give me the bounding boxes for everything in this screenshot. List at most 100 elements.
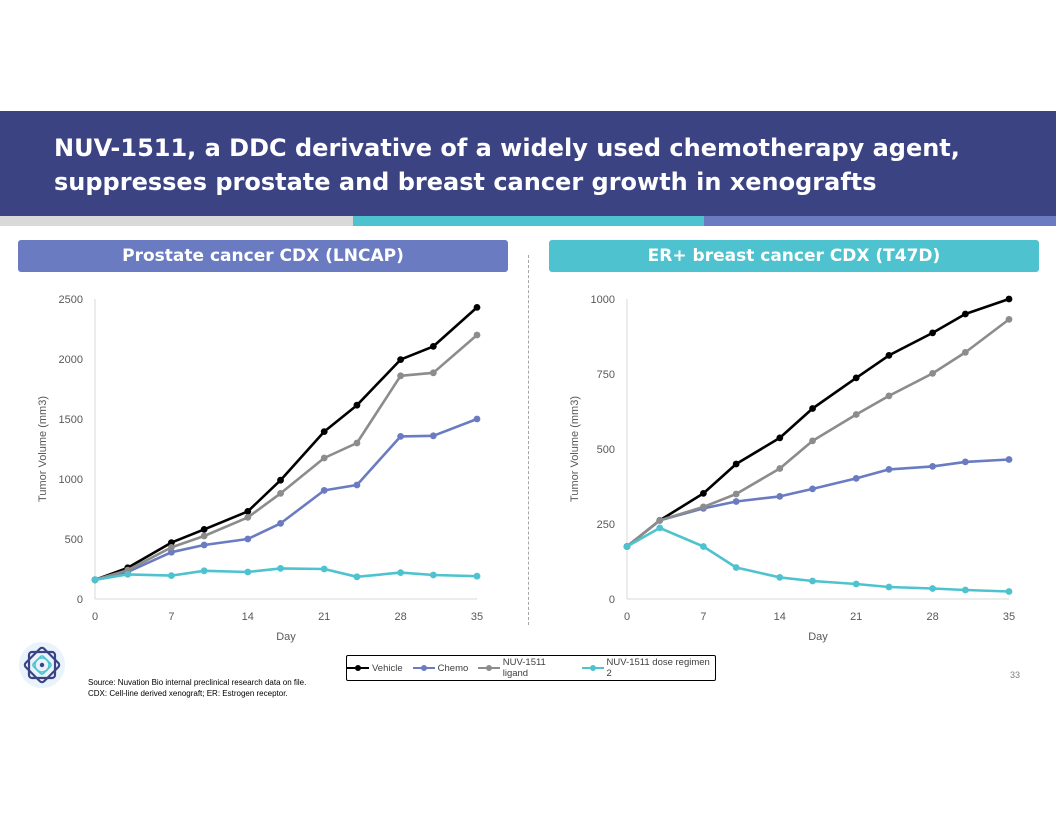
page-number: 33 bbox=[1010, 670, 1021, 680]
breast-data-point-ligand bbox=[656, 517, 664, 524]
legend-label-vehicle: Vehicle bbox=[372, 662, 403, 674]
legend-label-dose-regimen: NUV-1511 dose regimen 2 bbox=[606, 657, 710, 679]
breast-data-point-ligand bbox=[809, 437, 816, 445]
prostate-x-axis-title: Day bbox=[276, 631, 296, 643]
breast-x-tick-label: 35 bbox=[1003, 611, 1015, 623]
title-line-1: NUV-1511, a DDC derivative of a widely u… bbox=[54, 134, 960, 162]
prostate-tumor-volume-chart: 0 500 1000 1500 2000 2500 0 7 14 21 28 35 Day Tumor V… bbox=[37, 294, 483, 643]
breast-data-point-vehicle bbox=[700, 490, 707, 497]
prostate-data-point-vehicle bbox=[429, 343, 437, 350]
breast-series-line-chemo bbox=[626, 458, 1010, 548]
title-line-2: suppresses prostate and breast cancer gr… bbox=[54, 168, 877, 196]
breast-x-tick-label: 14 bbox=[774, 611, 786, 623]
prostate-series-line-chemo bbox=[94, 417, 478, 582]
breast-data-point-ligand bbox=[961, 349, 969, 356]
legend-swatch-dose-regimen bbox=[582, 663, 605, 673]
source-line-2: CDX: Cell-line derived xenograft; ER: Es… bbox=[88, 688, 288, 698]
prostate-data-point-chemo bbox=[244, 535, 252, 543]
breast-data-point-ligand bbox=[885, 392, 893, 400]
breast-series-line-dose-regimen bbox=[626, 526, 1010, 593]
prostate-data-point-ligand bbox=[200, 532, 208, 540]
panel-title-prostate: Prostate cancer CDX (LNCAP) bbox=[18, 240, 508, 272]
accent-stripe-blue bbox=[704, 216, 1056, 226]
prostate-data-point-dose-regimen bbox=[168, 572, 175, 579]
legend-item-ligand: NUV-1511 ligand bbox=[478, 657, 572, 679]
breast-data-point-dose-regimen bbox=[809, 577, 816, 585]
prostate-data-point-vehicle bbox=[353, 401, 361, 409]
breast-data-point-chemo bbox=[809, 485, 816, 493]
prostate-data-point-chemo bbox=[429, 432, 437, 440]
prostate-data-point-dose-regimen bbox=[397, 569, 404, 576]
breast-data-point-dose-regimen bbox=[732, 564, 740, 571]
breast-data-point-dose-regimen bbox=[700, 543, 707, 550]
prostate-x-tick-label: 7 bbox=[168, 611, 174, 623]
breast-data-point-vehicle bbox=[885, 352, 893, 359]
breast-data-point-ligand bbox=[929, 370, 936, 377]
breast-data-point-vehicle bbox=[929, 329, 936, 337]
legend-item-vehicle: Vehicle bbox=[347, 663, 403, 674]
breast-x-axis-title: Day bbox=[808, 631, 828, 643]
prostate-series-line-ligand bbox=[94, 334, 478, 582]
breast-data-point-ligand bbox=[732, 490, 740, 498]
prostate-data-point-ligand bbox=[353, 439, 361, 447]
prostate-data-point-dose-regimen bbox=[277, 565, 284, 572]
prostate-data-point-ligand bbox=[473, 331, 481, 339]
panel-title-breast: ER+ breast cancer CDX (T47D) bbox=[549, 240, 1039, 272]
breast-data-point-vehicle bbox=[776, 434, 784, 442]
legend-swatch-chemo bbox=[412, 663, 435, 673]
legend-swatch-ligand bbox=[478, 663, 501, 673]
breast-data-point-vehicle bbox=[852, 374, 860, 382]
prostate-data-point-dose-regimen bbox=[244, 568, 252, 576]
prostate-data-point-vehicle bbox=[200, 526, 208, 533]
prostate-y-tick-label: 2000 bbox=[59, 354, 83, 366]
prostate-x-tick-label: 35 bbox=[471, 611, 483, 623]
breast-y-tick-label: 750 bbox=[597, 369, 615, 381]
breast-data-point-vehicle bbox=[1005, 295, 1013, 303]
breast-data-point-chemo bbox=[885, 466, 893, 473]
breast-y-tick-label: 500 bbox=[597, 444, 615, 456]
prostate-data-point-dose-regimen bbox=[353, 573, 361, 581]
prostate-data-point-dose-regimen bbox=[91, 576, 99, 584]
prostate-data-point-ligand bbox=[244, 514, 252, 521]
breast-data-point-chemo bbox=[732, 498, 740, 505]
prostate-data-point-chemo bbox=[320, 487, 328, 494]
prostate-data-point-vehicle bbox=[473, 304, 481, 311]
breast-data-point-dose-regimen bbox=[1005, 588, 1013, 595]
prostate-y-tick-label: 2500 bbox=[59, 294, 83, 306]
breast-series-line-vehicle bbox=[626, 297, 1010, 548]
prostate-data-point-vehicle bbox=[244, 508, 252, 515]
source-line-1: Source: Nuvation Bio internal preclinica… bbox=[88, 678, 307, 687]
breast-x-tick-label: 0 bbox=[624, 611, 630, 623]
legend-item-chemo: Chemo bbox=[412, 663, 468, 674]
breast-data-point-dose-regimen bbox=[961, 586, 969, 594]
prostate-data-point-dose-regimen bbox=[473, 572, 481, 580]
source-note: Source: Nuvation Bio internal preclinica… bbox=[88, 678, 306, 699]
breast-data-point-vehicle bbox=[732, 460, 740, 468]
breast-x-tick-label: 7 bbox=[700, 611, 706, 623]
breast-y-tick-label: 250 bbox=[597, 519, 615, 531]
prostate-data-point-vehicle bbox=[397, 356, 404, 363]
breast-y-tick-label: 1000 bbox=[591, 294, 615, 306]
prostate-y-tick-label: 0 bbox=[77, 594, 83, 606]
breast-series-line-ligand bbox=[626, 318, 1010, 548]
prostate-data-point-vehicle bbox=[320, 428, 328, 435]
breast-data-point-dose-regimen bbox=[776, 574, 784, 581]
breast-data-point-chemo bbox=[929, 463, 936, 470]
prostate-y-tick-label: 1000 bbox=[59, 474, 83, 486]
prostate-y-tick-label: 1500 bbox=[59, 414, 83, 426]
prostate-data-point-chemo bbox=[168, 548, 175, 556]
breast-tumor-volume-chart: 0 250 500 750 1000 0 7 14 21 28 35 Day Tumor Volume … bbox=[569, 294, 1015, 643]
breast-data-point-chemo bbox=[961, 458, 969, 466]
prostate-data-point-dose-regimen bbox=[320, 565, 328, 573]
breast-x-tick-label: 21 bbox=[850, 611, 862, 623]
prostate-y-axis-title: Tumor Volume (mm3) bbox=[37, 396, 49, 502]
legend-item-dose-regimen: NUV-1511 dose regimen 2 bbox=[582, 657, 715, 679]
prostate-data-point-vehicle bbox=[277, 476, 284, 484]
prostate-data-point-dose-regimen bbox=[200, 567, 208, 575]
prostate-data-point-ligand bbox=[168, 544, 175, 551]
prostate-data-point-chemo bbox=[200, 541, 208, 549]
prostate-x-tick-label: 14 bbox=[242, 611, 254, 623]
legend-swatch-vehicle bbox=[347, 663, 369, 673]
prostate-data-point-vehicle bbox=[168, 539, 175, 546]
chart-legend: Vehicle Chemo NUV-1511 ligand NUV-1511 d… bbox=[346, 655, 716, 681]
